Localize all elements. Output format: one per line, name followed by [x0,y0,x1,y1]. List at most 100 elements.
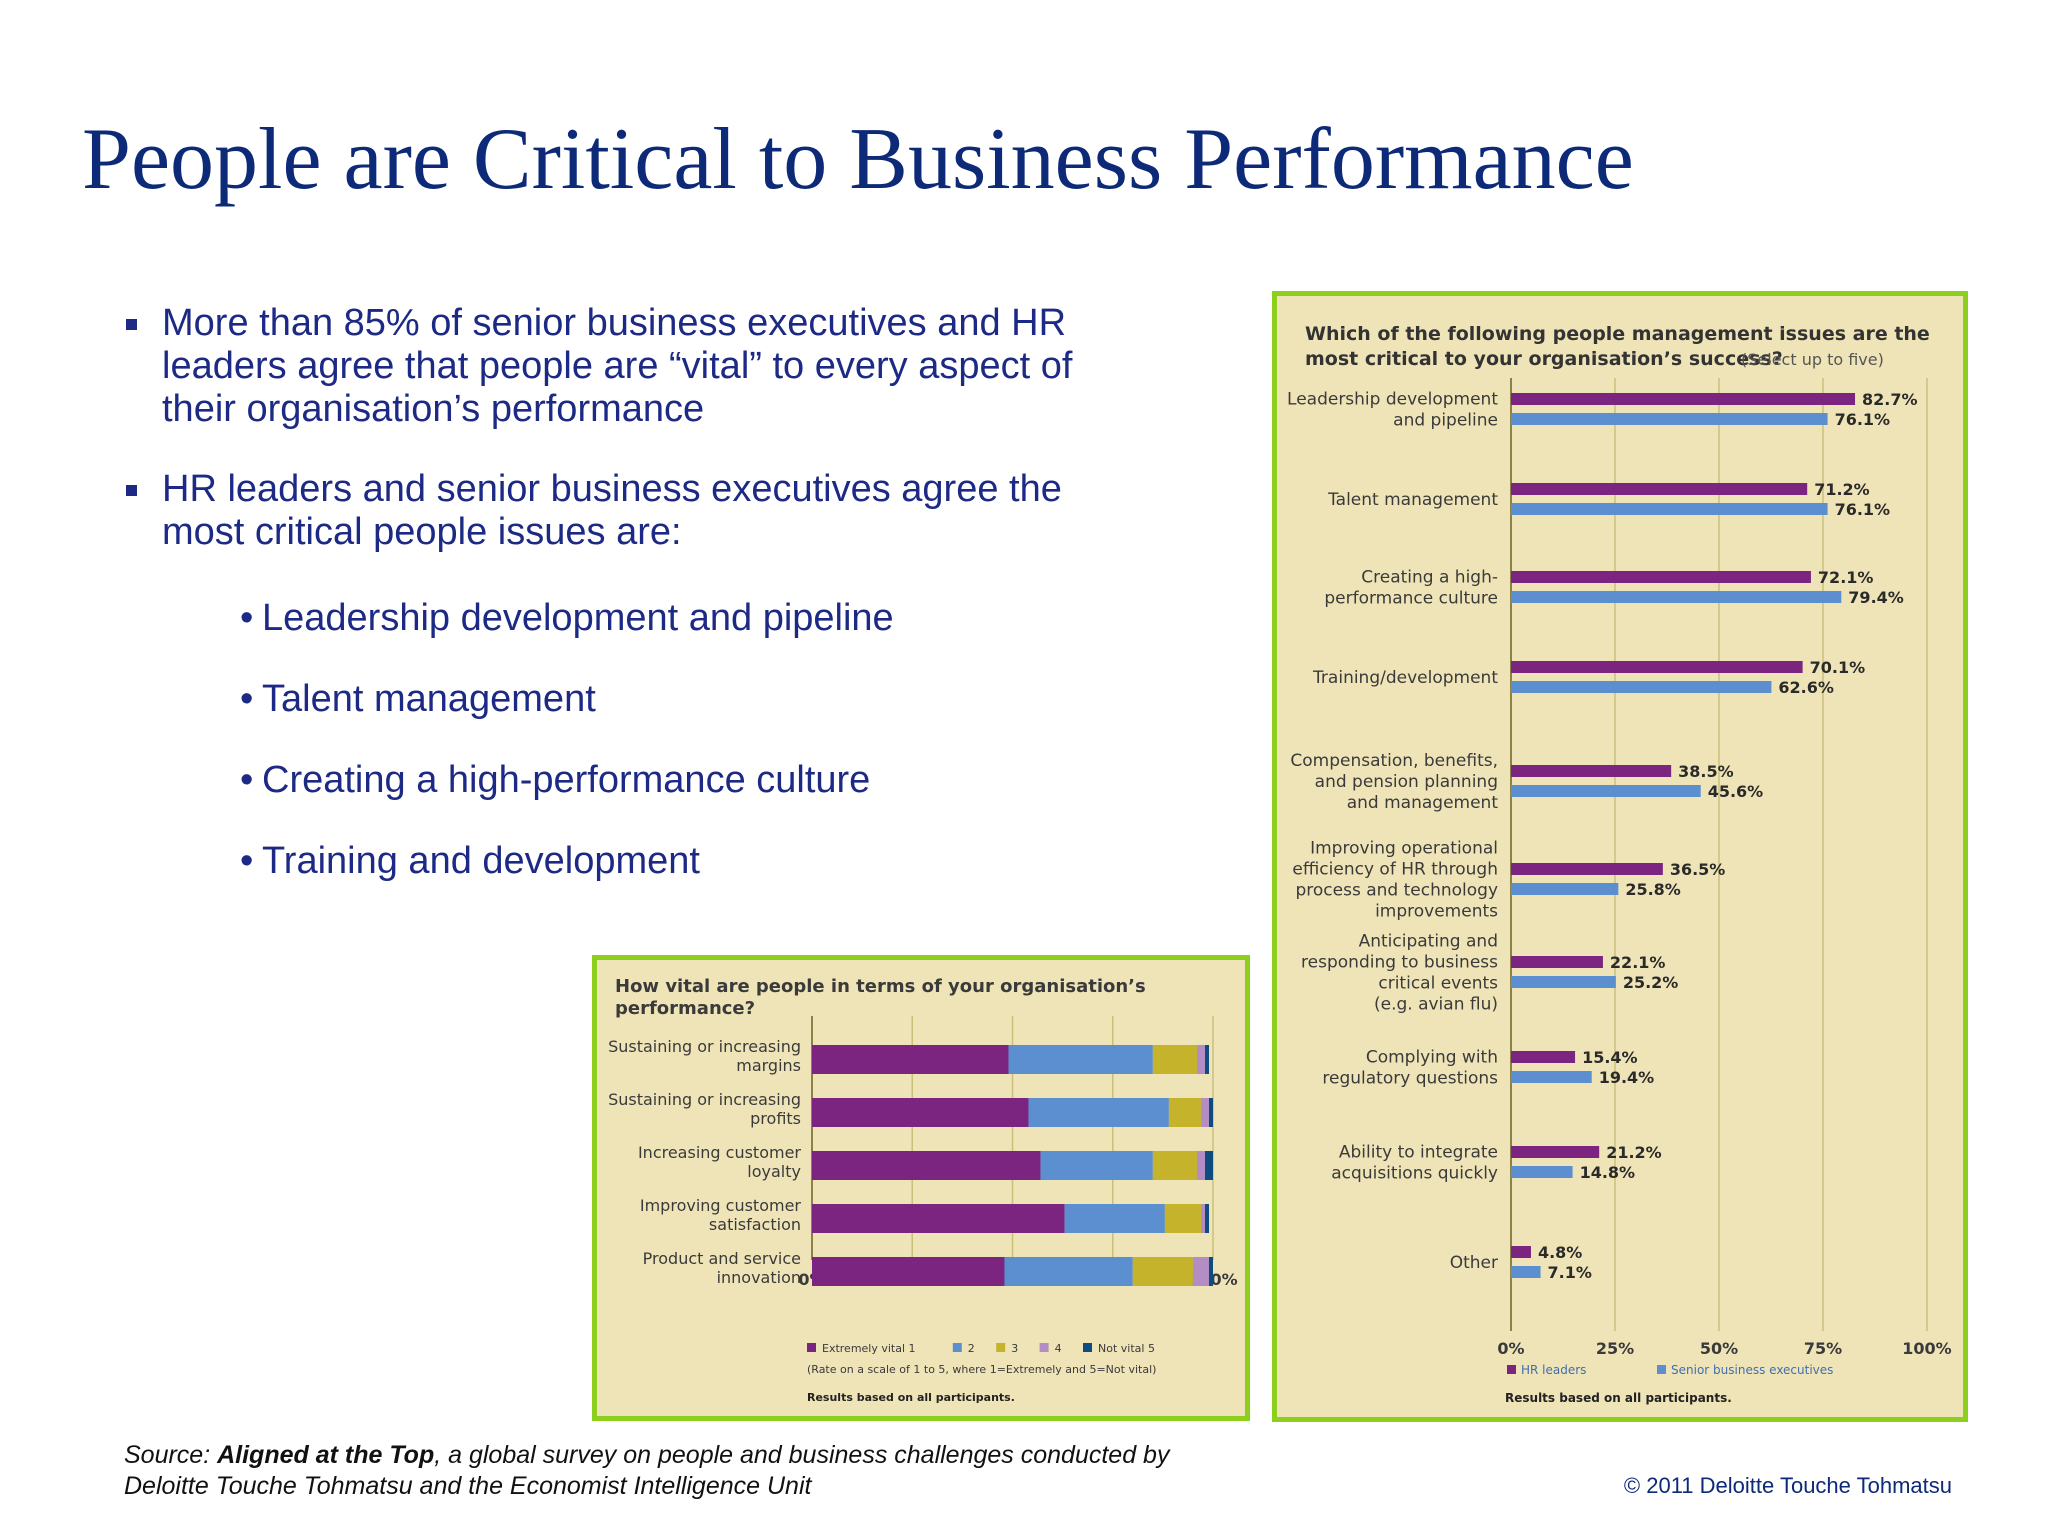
data-label: 4.8% [1538,1243,1582,1262]
chart-title: most critical to your organisation’s suc… [1305,348,1783,370]
bar-segment [1192,1257,1209,1286]
bar [1511,503,1828,515]
sub-bullet-item: • Talent management [240,678,596,721]
category-label: and pipeline [1393,411,1498,431]
source-line2: Deloitte Touche Tohmatsu and the Economi… [124,1472,812,1500]
data-label: 36.5% [1670,860,1726,879]
category-label: innovation [717,1268,801,1287]
x-tick-label: 75% [1804,1339,1842,1358]
bar-segment [1040,1151,1153,1180]
bar [1511,393,1856,405]
bar-segment [1008,1045,1153,1074]
category-label: Anticipating and [1359,932,1498,952]
square-bullet-icon [126,485,137,496]
bar-segment [1208,1257,1213,1286]
legend-label: Extremely vital 1 [822,1342,916,1355]
bar-segment [812,1045,1009,1074]
bar-segment [1168,1098,1201,1127]
bar [1511,1246,1531,1258]
bar-segment [1196,1151,1205,1180]
chart-note: (Rate on a scale of 1 to 5, where 1=Extr… [807,1363,1156,1376]
category-label: satisfaction [709,1215,801,1234]
x-tick-label: 100% [1902,1339,1951,1358]
data-label: 79.4% [1848,588,1904,607]
sub-bullet-item: • Leadership development and pipeline [240,597,894,640]
category-label: Creating a high- [1361,568,1498,588]
category-label: Leadership development [1287,390,1498,410]
bar-segment [1028,1098,1169,1127]
sub-bullet-text: Creating a high-performance culture [262,759,871,801]
category-label: acquisitions quickly [1331,1164,1498,1184]
copyright-notice: © 2011 Deloitte Touche Tohmatsu [1623,1473,1952,1498]
category-label: Training/development [1312,668,1498,688]
legend-swatch [952,1343,962,1352]
legend-swatch [1507,1365,1516,1374]
data-label: 82.7% [1862,390,1918,409]
bar-segment [812,1151,1041,1180]
bar-segment [1200,1098,1209,1127]
bar [1511,1146,1600,1158]
data-label: 62.6% [1778,678,1834,697]
square-bullet-icon [126,319,137,330]
dot-bullet-icon: • [240,759,254,801]
bar-segment [1004,1257,1133,1286]
bullet-item: HR leaders and senior business executive… [124,468,1144,554]
bar [1511,1051,1576,1063]
bullet-item: More than 85% of senior business executi… [124,302,1144,431]
sub-bullet-text: Training and development [262,840,700,882]
vital-people-stacked-bar-chart: How vital are people in terms of your or… [608,976,1238,1404]
category-label: Complying with [1366,1048,1498,1068]
sub-bullet-text: Talent management [262,678,596,720]
bar-segment [1204,1045,1209,1074]
data-label: 71.2% [1814,480,1870,499]
bar [1511,976,1616,988]
bar-segment [812,1204,1065,1233]
bullet-list: More than 85% of senior business executi… [124,302,1144,554]
category-label: efficiency of HR through [1292,860,1498,880]
category-label: Product and service [643,1249,801,1268]
chart-footer: Results based on all participants. [1505,1391,1732,1405]
dot-bullet-icon: • [240,597,254,639]
legend-swatch [996,1343,1006,1352]
category-label: performance culture [1324,589,1498,609]
critical-issues-bar-chart: Which of the following people management… [1287,323,1952,1405]
bar [1511,591,1842,603]
sub-bullet-item: • Training and development [240,840,700,883]
category-label: Sustaining or increasing [608,1037,801,1056]
legend-label: 2 [968,1342,975,1355]
bar [1511,1266,1541,1278]
data-label: 76.1% [1835,410,1891,429]
chart-title-note: (Select up to five) [1741,350,1884,369]
chart-title: Which of the following people management… [1305,323,1930,345]
category-label: Talent management [1327,490,1498,510]
slide-title: People are Critical to Business Performa… [82,111,1634,208]
bar [1511,883,1619,895]
source-report-title: Aligned at the Top [217,1441,435,1469]
bar [1511,681,1772,693]
category-label: Other [1450,1253,1498,1273]
sub-bullet-item: • Creating a high-performance culture [240,759,870,802]
data-label: 25.8% [1625,880,1681,899]
bar [1511,785,1701,797]
category-label: Improving operational [1310,839,1498,859]
bar-segment [1204,1151,1213,1180]
bar [1511,661,1803,673]
bar-segment [1132,1257,1193,1286]
legend-swatch [1083,1343,1092,1352]
bar [1511,863,1663,875]
legend-swatch [1039,1343,1049,1352]
data-label: 15.4% [1582,1048,1638,1067]
bullet-text: More than 85% of senior business executi… [162,302,1073,430]
data-label: 38.5% [1678,762,1734,781]
bullet-text: HR leaders and senior business executive… [162,468,1062,553]
legend-swatch [807,1343,816,1352]
category-label: process and technology [1295,881,1498,901]
bar [1511,413,1828,425]
data-label: 21.2% [1606,1143,1662,1162]
bar-segment [1152,1151,1197,1180]
data-label: 70.1% [1810,658,1866,677]
category-label: Sustaining or increasing [608,1090,801,1109]
legend-label: 4 [1055,1342,1062,1355]
vital-people-chart-panel: How vital are people in terms of your or… [592,955,1250,1421]
